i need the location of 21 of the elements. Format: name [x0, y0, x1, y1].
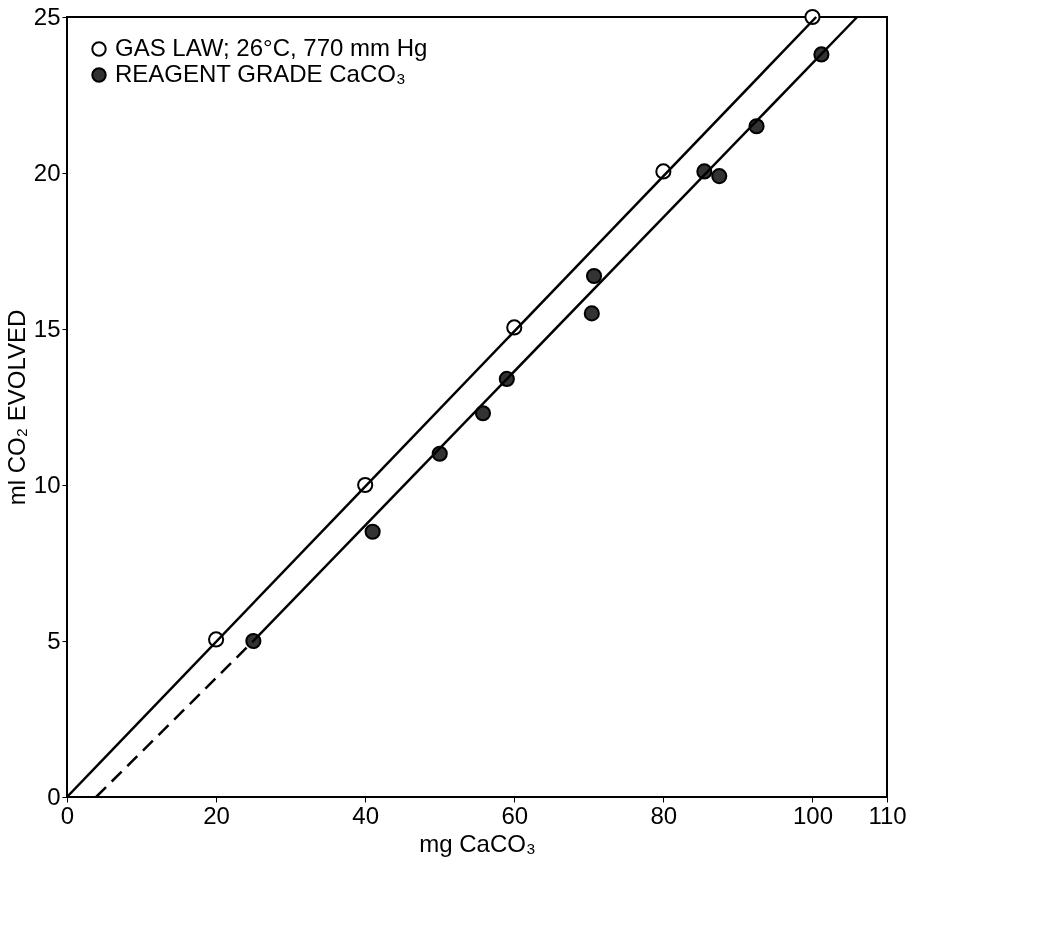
y-tick-label: 0	[47, 782, 61, 810]
x-tick-label: 100	[792, 801, 833, 829]
point	[474, 405, 492, 422]
y-tick-label: 25	[33, 2, 61, 30]
legend-label: GAS LAW; 26°C, 770 mm Hg	[115, 34, 428, 61]
y-tick-label: 5	[47, 626, 61, 654]
point	[711, 168, 728, 185]
x-tick-label: 110	[868, 801, 907, 829]
x-axis-title: mg CaCO₃	[419, 829, 536, 857]
point	[585, 267, 603, 285]
y-tick-label: 20	[33, 158, 61, 186]
x-tick-label: 80	[650, 801, 678, 829]
y-tick-label: 10	[33, 470, 61, 498]
y-tick-label: 15	[33, 314, 61, 342]
legend-label: REAGENT GRADE CaCO₃	[115, 60, 406, 87]
x-tick-label: 60	[501, 801, 529, 829]
x-tick-label: 20	[203, 801, 230, 829]
x-tick-label: 40	[352, 801, 380, 829]
y-axis-title: ml CO₂ EVOLVED	[2, 309, 30, 506]
point	[364, 523, 381, 540]
point	[583, 305, 600, 322]
